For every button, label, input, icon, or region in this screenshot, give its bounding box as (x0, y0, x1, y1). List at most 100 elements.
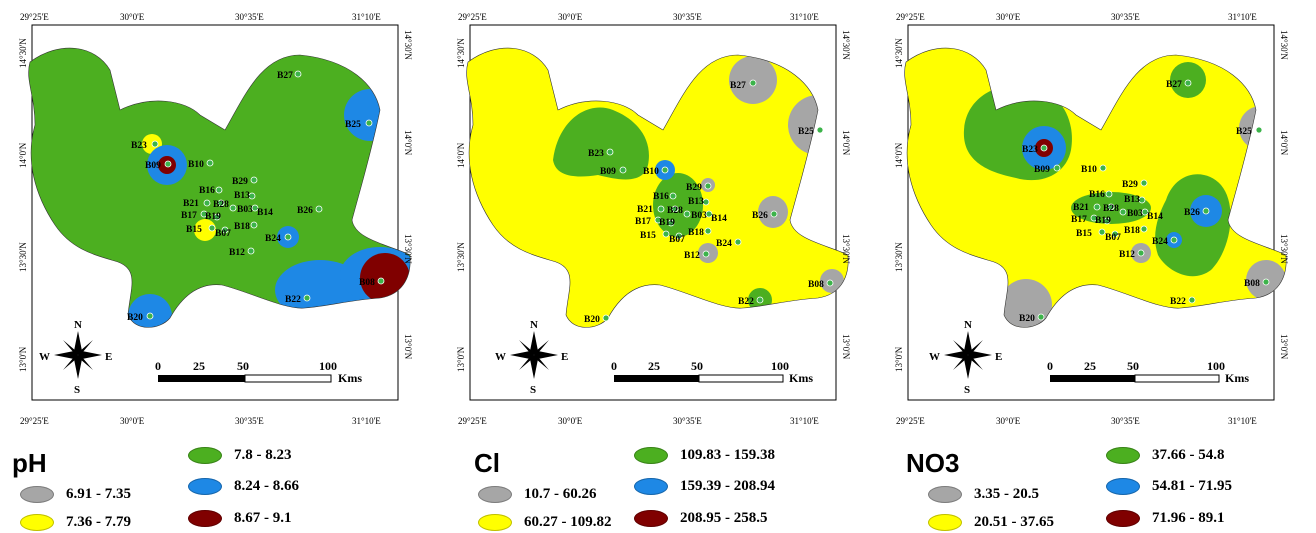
well-label-b17: B17 (635, 217, 651, 227)
well-label-b14: B14 (257, 208, 273, 218)
legend-item: 7.8 - 8.23 (188, 447, 292, 464)
legend-swatch-blue (634, 478, 668, 495)
legend-swatch-blue (1106, 478, 1140, 495)
legend-swatch-yellow (478, 514, 512, 531)
well-label-b10: B10 (1081, 165, 1097, 175)
well-point-b15 (662, 230, 670, 238)
well-point-b19 (1103, 217, 1111, 225)
legend-item: 109.83 - 159.38 (634, 447, 775, 464)
well-label-b25: B25 (1236, 127, 1252, 137)
well-point-b25 (816, 126, 824, 134)
compass-s: S (530, 384, 536, 396)
legend-label: 20.51 - 37.65 (974, 514, 1054, 530)
compass-e: E (561, 351, 568, 363)
legend-label: 60.27 - 109.82 (524, 514, 612, 530)
zone-yellow-ph-b15 (194, 219, 216, 241)
well-point-b27 (749, 79, 757, 87)
scale-label-25: 25 (648, 359, 660, 373)
legend-item: 54.81 - 71.95 (1106, 478, 1232, 495)
well-point-b29 (250, 176, 258, 184)
y-tick-right-2: 13°30'N (841, 234, 851, 264)
well-label-b28: B28 (213, 200, 229, 210)
compass-s: S (964, 384, 970, 396)
map-cl: 29°25'E 30°0'E 30°35'E 31°10'E 29°25'E 3… (456, 12, 851, 426)
well-point-b28 (1107, 203, 1115, 211)
well-point-b25 (365, 119, 373, 127)
well-label-b10: B10 (643, 167, 659, 177)
well-label-b21: B21 (637, 205, 653, 215)
well-label-b16: B16 (653, 192, 669, 202)
well-point-b03 (1119, 208, 1127, 216)
scale-label-50: 50 (1127, 359, 1139, 373)
well-points: B27 B25 B23 B09 B10 B29 B16 B13 B21 B28 … (584, 79, 834, 325)
well-point-b07 (1111, 230, 1119, 238)
well-label-b07: B07 (1105, 233, 1121, 243)
x-tick-top-0: 29°25'E (896, 12, 925, 22)
well-label-b24: B24 (265, 234, 281, 244)
well-label-b12: B12 (1119, 250, 1135, 260)
well-label-b28: B28 (667, 206, 683, 216)
well-label-b20: B20 (127, 313, 143, 323)
zone-green-cl-west (553, 107, 649, 180)
legend-swatch-green (1106, 447, 1140, 464)
well-point-b12 (1137, 249, 1145, 257)
legend-item: 6.91 - 7.35 (20, 486, 131, 503)
well-label-b23: B23 (1022, 145, 1038, 155)
well-point-b15 (208, 224, 216, 232)
legend-label: 159.39 - 208.94 (680, 478, 775, 494)
map-panel-ph: 29°25'E 30°0'E 30°35'E 31°10'E 29°25'E 3… (0, 0, 438, 533)
well-point-b16 (669, 192, 677, 200)
compass-w: W (929, 351, 940, 363)
well-label-b25: B25 (798, 127, 814, 137)
x-tick-bottom-3: 31°10'E (790, 416, 819, 426)
well-point-b15 (1098, 228, 1106, 236)
well-label-b19: B19 (1095, 216, 1111, 226)
well-label-b13: B13 (234, 191, 250, 201)
scale-unit: Kms (1225, 371, 1249, 385)
y-tick-right-2: 13°30'N (1279, 234, 1289, 264)
y-tick-left-3: 13°0'N (456, 346, 466, 372)
well-point-b08 (1262, 278, 1270, 286)
x-tick-bottom-0: 29°25'E (20, 416, 49, 426)
well-label-b08: B08 (808, 280, 824, 290)
north-arrow-icon: N S E W (495, 319, 568, 396)
x-tick-top-0: 29°25'E (458, 12, 487, 22)
well-label-b29: B29 (232, 177, 248, 187)
well-point-b28 (217, 199, 225, 207)
legend-swatch-gray (20, 486, 54, 503)
legend-swatch-yellow (928, 514, 962, 531)
well-point-b12 (247, 247, 255, 255)
x-tick-top-1: 30°0'E (558, 12, 583, 22)
well-points: B27 B25 B23 B09 B10 B29 B16 B13 B21 B28 … (127, 70, 385, 323)
well-label-b07: B07 (215, 229, 231, 239)
well-point-b13 (702, 198, 710, 206)
compass-n: N (964, 319, 972, 331)
x-tick-top-2: 30°35'E (1111, 12, 1140, 22)
scale-bar: 0 25 50 100 Kms (611, 359, 813, 385)
compass-n: N (74, 319, 82, 331)
well-point-b09 (1053, 164, 1061, 172)
scale-unit: Kms (789, 371, 813, 385)
well-point-b21 (203, 199, 211, 207)
x-tick-bottom-2: 30°35'E (235, 416, 264, 426)
legend-title: Cl (474, 448, 500, 478)
legend-cl: Cl 10.7 - 60.26 60.27 - 109.82 109.83 - … (438, 438, 876, 533)
well-label-b23: B23 (131, 141, 147, 151)
legend-item: 3.35 - 20.5 (928, 486, 1039, 503)
well-point-b22 (756, 296, 764, 304)
x-tick-bottom-0: 29°25'E (458, 416, 487, 426)
legend-no3: NO3 3.35 - 20.5 20.51 - 37.65 37.66 - 54… (876, 438, 1314, 533)
scale-bar: 0 25 50 100 Kms (1047, 359, 1249, 385)
x-tick-top-3: 31°10'E (790, 12, 819, 22)
legend-title: NO3 (906, 448, 960, 478)
legend-label: 6.91 - 7.35 (66, 486, 131, 502)
y-tick-left-2: 13°30'N (18, 242, 28, 272)
well-point-b29 (704, 182, 712, 190)
scale-unit: Kms (338, 371, 362, 385)
map-no3: 29°25'E 30°0'E 30°35'E 31°10'E 29°25'E 3… (894, 12, 1289, 426)
y-tick-left-3: 13°0'N (18, 346, 28, 372)
well-point-b23 (606, 148, 614, 156)
well-point-b18 (250, 221, 258, 229)
well-point-b14 (1141, 208, 1149, 216)
x-tick-bottom-2: 30°35'E (673, 416, 702, 426)
